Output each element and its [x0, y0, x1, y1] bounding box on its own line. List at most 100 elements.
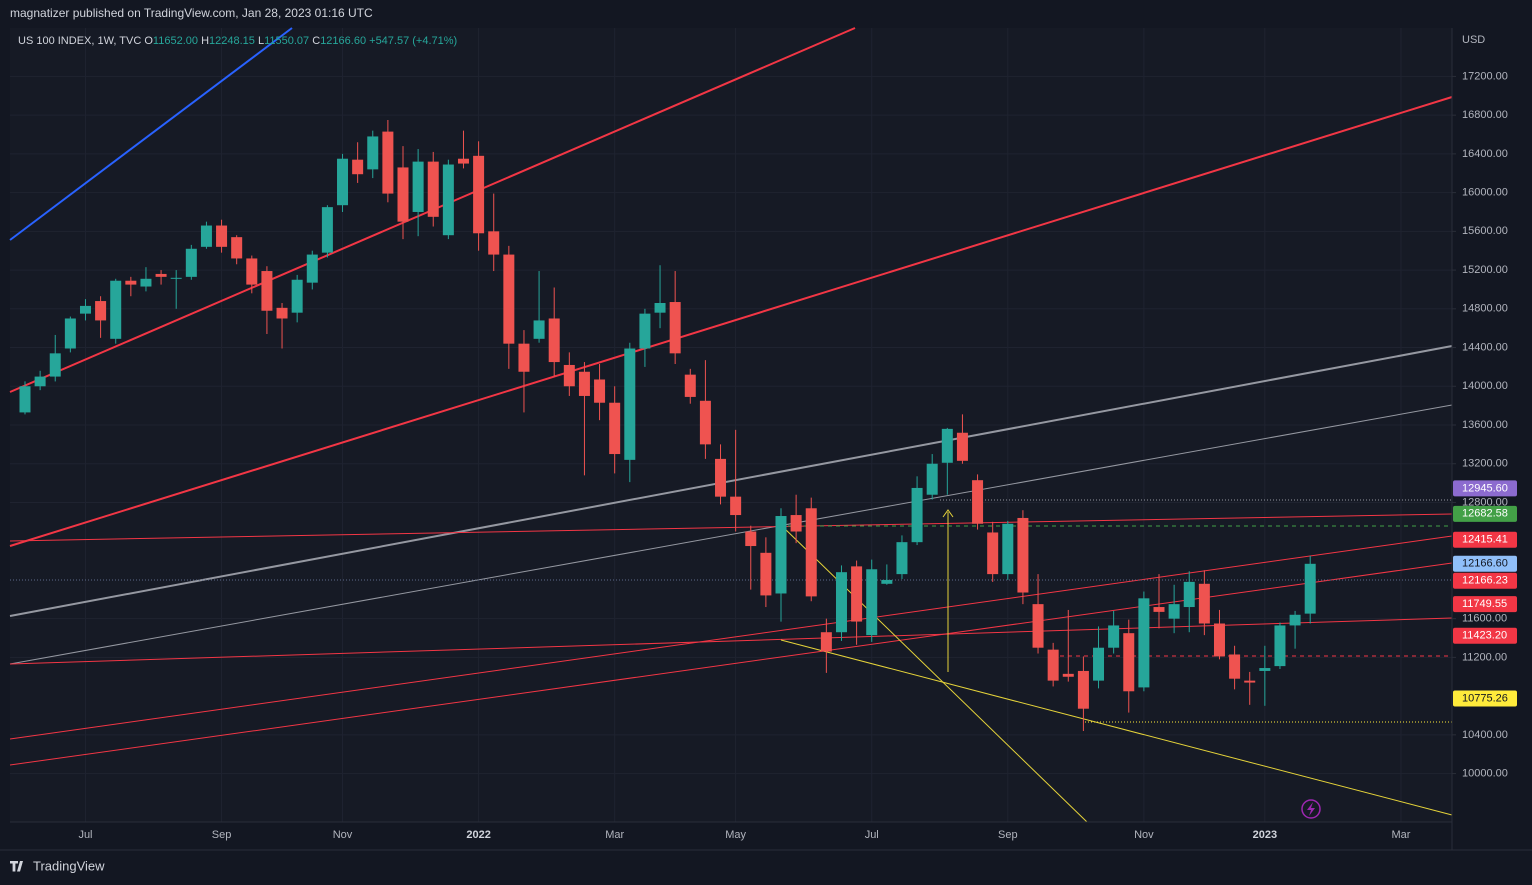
- candle-body: [699, 400, 711, 445]
- alert-icon[interactable]: [1301, 799, 1321, 819]
- candle-body: [911, 487, 923, 543]
- candle-body: [1304, 563, 1316, 614]
- candle-body: [866, 569, 878, 636]
- candle-body: [896, 542, 908, 575]
- candle-body: [442, 164, 454, 236]
- candle-body: [1108, 625, 1120, 648]
- candle-body: [503, 254, 515, 344]
- header: magnatizer published on TradingView.com,…: [10, 6, 373, 20]
- y-tick-label: 14800.00: [1462, 303, 1508, 315]
- candle-body: [1229, 654, 1241, 679]
- candle-body: [185, 248, 197, 277]
- candle-body: [820, 632, 832, 652]
- candle-body: [684, 374, 696, 397]
- price-label-box: [1453, 690, 1517, 707]
- trend-line: [9, 96, 1453, 547]
- candle-body: [548, 318, 560, 363]
- legend-change: +547.57 (+4.71%): [369, 35, 457, 47]
- candle-body: [306, 254, 318, 283]
- legend-key: H: [201, 35, 209, 47]
- candle-body: [805, 508, 817, 597]
- legend-key: L: [258, 35, 264, 47]
- candle-body: [1274, 625, 1286, 667]
- legend-key: O: [144, 35, 153, 47]
- candle-body: [382, 131, 394, 194]
- x-tick-label: Nov: [333, 829, 353, 841]
- x-tick-label: Jul: [78, 829, 92, 841]
- candle-body: [941, 428, 953, 463]
- candle-body: [1259, 668, 1271, 671]
- trend-line: [9, 27, 293, 241]
- candle-body: [1047, 649, 1059, 681]
- candle-body: [1077, 670, 1089, 709]
- price-label: 11749.55: [1462, 598, 1507, 610]
- candle-body: [1093, 647, 1105, 681]
- candle-body: [790, 515, 802, 532]
- candle-body: [775, 516, 787, 594]
- x-tick-label: 2022: [466, 829, 490, 841]
- x-tick-label: Sep: [212, 829, 232, 841]
- candles: [19, 119, 1316, 731]
- x-tick-label: Mar: [605, 829, 624, 841]
- logo[interactable]: TradingView: [10, 858, 105, 873]
- alert-icon-bolt: [1307, 802, 1315, 816]
- candle-body: [34, 376, 46, 387]
- candle-body: [397, 167, 409, 222]
- candle-body: [488, 231, 500, 255]
- candle-body: [276, 307, 288, 319]
- trend-line: [9, 535, 1453, 740]
- candle-body: [140, 278, 152, 287]
- price-label-box: [1453, 531, 1517, 548]
- price-label-box: [1453, 555, 1517, 572]
- y-tick-label: 17200.00: [1462, 70, 1508, 82]
- y-tick-label: 16400.00: [1462, 148, 1508, 160]
- y-tick-label: 12800.00: [1462, 496, 1508, 508]
- trend-line: [9, 404, 1453, 665]
- candle-body: [231, 237, 243, 259]
- candle-body: [1138, 598, 1150, 688]
- candle-body: [49, 353, 61, 377]
- candle-body: [972, 480, 984, 524]
- price-label: 12166.23: [1462, 575, 1508, 587]
- candle-body: [64, 318, 76, 349]
- candle-body: [715, 458, 727, 497]
- candle-body: [19, 386, 31, 413]
- candle-body: [1002, 523, 1014, 575]
- candle-body: [155, 273, 167, 277]
- candle-body: [95, 301, 107, 321]
- candle-body: [79, 305, 91, 314]
- legend-symbol: US 100 INDEX, 1W, TVC: [18, 35, 141, 47]
- legend-key: C: [312, 35, 320, 47]
- y-tick-label: 14000.00: [1462, 380, 1508, 392]
- candle-body: [851, 566, 863, 622]
- candle-body: [367, 136, 379, 170]
- candle-body: [473, 155, 485, 234]
- y-tick-label: 10000.00: [1462, 767, 1508, 779]
- candle-body: [216, 225, 228, 247]
- candle-body: [730, 496, 742, 516]
- price-label: 11423.20: [1462, 630, 1507, 642]
- candle-body: [110, 280, 122, 339]
- candle-body: [745, 531, 757, 547]
- y-tick-label: 15200.00: [1462, 264, 1508, 276]
- x-tick-label: Mar: [1391, 829, 1410, 841]
- price-label: 12945.60: [1462, 482, 1508, 494]
- y-tick-label: 13200.00: [1462, 458, 1508, 470]
- price-label-box: [1453, 627, 1517, 644]
- x-tick-label: Sep: [998, 829, 1018, 841]
- candle-body: [578, 371, 590, 396]
- candle-body: [200, 225, 212, 247]
- candle-body: [1168, 604, 1180, 619]
- candle-body: [1289, 614, 1301, 626]
- candle-body: [594, 379, 606, 403]
- candle-body: [1153, 607, 1165, 612]
- price-label-box: [1453, 480, 1517, 497]
- price-label: 12166.60: [1462, 558, 1508, 570]
- trend-line: [9, 617, 1453, 665]
- y-tick-label: 11200.00: [1462, 651, 1507, 663]
- x-tick-label: Nov: [1134, 829, 1154, 841]
- price-label-box: [1453, 505, 1517, 522]
- candle-body: [609, 402, 621, 455]
- candle-body: [170, 277, 182, 279]
